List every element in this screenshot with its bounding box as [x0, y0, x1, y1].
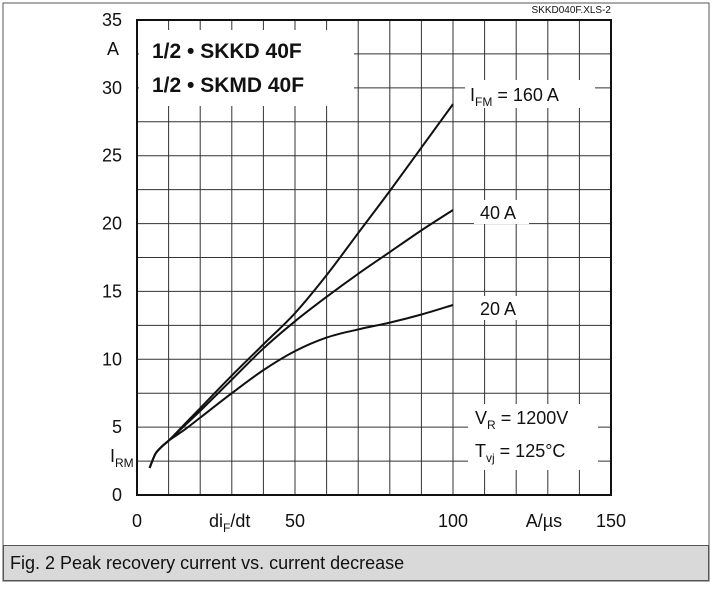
series-label-160a-sub: FM — [475, 95, 492, 109]
condition-tvj: Tvj = 125°C — [475, 441, 565, 465]
y-tick-label: 30 — [102, 78, 122, 98]
condition-vr-sub: R — [487, 418, 496, 432]
y-tick-labels: 0 5 10 15 20 25 30 35 — [102, 10, 122, 505]
figure-caption: Fig. 2 Peak recovery current vs. current… — [3, 545, 709, 581]
series-line-0 — [148, 103, 454, 469]
device-label-2: 1/2 • SKMD 40F — [152, 74, 304, 97]
x-axis-label-main: di — [209, 511, 223, 531]
y-tick-label: 0 — [112, 485, 122, 505]
series-lines — [148, 103, 454, 469]
y-tick-label: 20 — [102, 214, 122, 234]
y-axis-unit: A — [107, 39, 119, 59]
x-axis-label-tail: /dt — [230, 511, 250, 531]
device-label-1: 1/2 • SKKD 40F — [152, 40, 302, 63]
x-tick-label: 100 — [438, 511, 468, 531]
plot-area-border — [136, 19, 612, 496]
device-label-box — [139, 30, 354, 106]
condition-vr-sym: V — [475, 408, 487, 428]
y-axis-label: IRM — [110, 446, 134, 470]
series-label-bg-20 — [474, 296, 529, 320]
x-tick-labels: 0 50 100 150 — [132, 511, 626, 531]
condition-tvj-text: = 125°C — [495, 441, 566, 461]
condition-tvj-sym: T — [475, 441, 486, 461]
x-tick-label: 0 — [132, 511, 142, 531]
y-axis-label-sub: RM — [115, 456, 134, 470]
series-label-160a-main: I — [470, 85, 475, 105]
series-label-bg-40 — [474, 200, 529, 224]
x-axis-label-sub: F — [223, 521, 230, 535]
y-tick-label: 35 — [102, 10, 122, 30]
y-tick-label: 15 — [102, 281, 122, 301]
y-tick-label: 5 — [112, 417, 122, 437]
series-line-2 — [148, 304, 454, 469]
condition-vr: VR = 1200V — [475, 408, 568, 432]
series-label-20a: 20 A — [480, 299, 516, 319]
x-tick-label: 150 — [596, 511, 626, 531]
series-label-160a: IFM = 160 A — [470, 85, 559, 109]
figure-border — [2, 2, 710, 582]
y-tick-label: 10 — [102, 349, 122, 369]
series-label-40a: 40 A — [480, 203, 516, 223]
y-tick-label: 25 — [102, 146, 122, 166]
condition-vr-text: = 1200V — [496, 408, 569, 428]
series-label-bg-160 — [465, 80, 595, 108]
condition-tvj-sub: vj — [486, 451, 495, 465]
y-axis-label-main: I — [110, 446, 115, 466]
x-axis-label: diF/dt — [209, 511, 250, 535]
x-tick-label: 50 — [285, 511, 305, 531]
conditions-bg — [468, 404, 598, 470]
source-file-label: SKKD040F.XLS-2 — [532, 5, 612, 16]
series-line-1 — [148, 209, 454, 469]
series-label-160a-text: = 160 A — [492, 85, 559, 105]
x-axis-unit: A/µs — [526, 511, 562, 531]
